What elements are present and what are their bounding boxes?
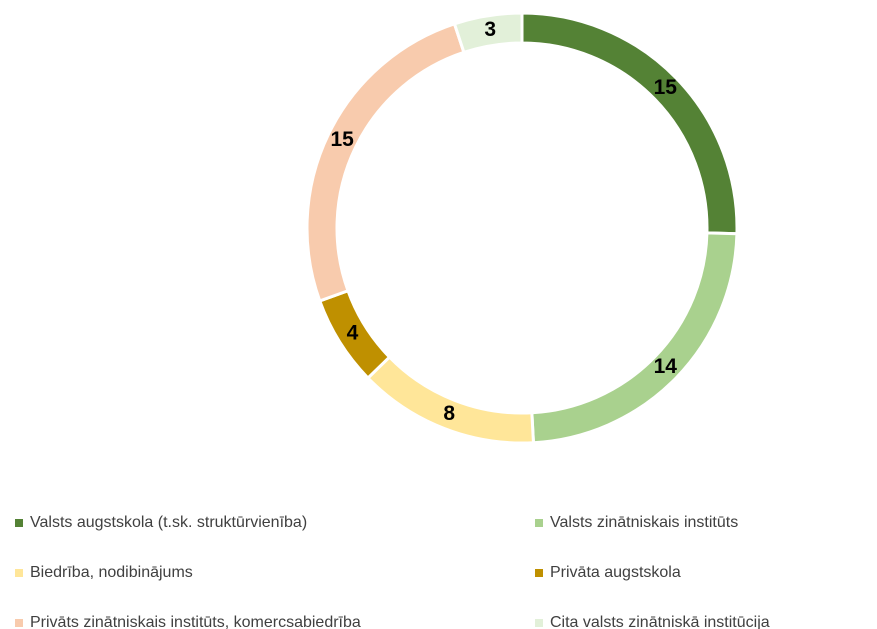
legend-swatch xyxy=(535,519,543,527)
legend-label: Cita valsts zinātniskā institūcija xyxy=(550,614,770,629)
donut-segment xyxy=(365,354,536,445)
legend-swatch xyxy=(15,519,23,527)
legend-label: Valsts augstskola (t.sk. struktūrvienība… xyxy=(30,514,307,531)
legend-label: Valsts zinātniskais institūts xyxy=(550,514,738,531)
legend-swatch xyxy=(535,619,543,627)
data-label: 3 xyxy=(484,18,496,41)
donut-segment xyxy=(520,11,739,236)
data-label: 8 xyxy=(443,402,455,425)
data-label: 15 xyxy=(330,128,354,151)
legend-label: Privāts zinātniskais institūts, komercsa… xyxy=(30,614,361,629)
data-label: 15 xyxy=(654,76,678,99)
legend-swatch xyxy=(15,569,23,577)
legend-label: Biedrība, nodibinājums xyxy=(30,564,193,581)
data-label: 4 xyxy=(347,322,359,345)
legend-swatch xyxy=(535,569,543,577)
legend-swatch xyxy=(15,619,23,627)
donut-segment xyxy=(305,21,466,303)
donut-segment xyxy=(530,231,739,445)
legend-label: Privāta augstskola xyxy=(550,564,681,581)
donut-segment xyxy=(452,11,524,55)
data-label: 14 xyxy=(654,355,678,378)
